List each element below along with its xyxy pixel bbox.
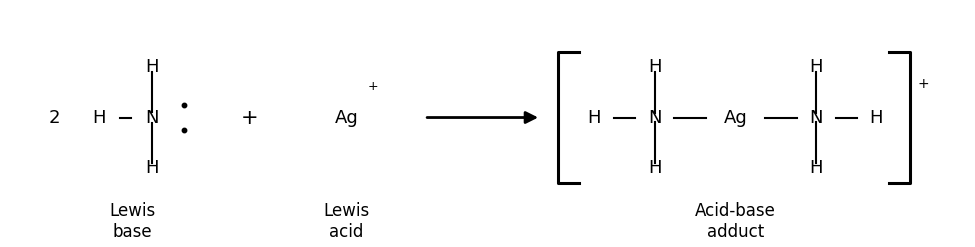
Text: H: H: [588, 108, 602, 126]
Text: H: H: [145, 159, 159, 177]
Text: Ag: Ag: [723, 108, 747, 126]
Text: N: N: [809, 108, 823, 126]
Text: N: N: [145, 108, 159, 126]
Text: H: H: [809, 159, 823, 177]
Text: 2: 2: [49, 108, 60, 126]
Text: H: H: [92, 108, 105, 126]
Text: H: H: [145, 58, 159, 76]
Text: H: H: [870, 108, 883, 126]
Text: N: N: [648, 108, 661, 126]
Text: H: H: [809, 58, 823, 76]
Text: H: H: [648, 58, 661, 76]
Text: Lewis
base: Lewis base: [109, 202, 156, 241]
Text: Ag: Ag: [334, 108, 359, 126]
Text: +: +: [368, 80, 378, 93]
Text: Acid-base
adduct: Acid-base adduct: [695, 202, 776, 241]
Text: +: +: [917, 77, 929, 91]
Text: H: H: [648, 159, 661, 177]
Text: Lewis
acid: Lewis acid: [324, 202, 370, 241]
Text: +: +: [241, 107, 258, 127]
